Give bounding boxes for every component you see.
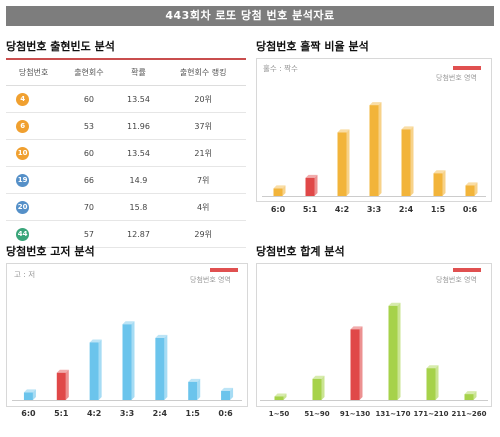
appear-count-cell: 60 xyxy=(61,139,117,167)
highlow-tick-label: 5:1 xyxy=(54,409,69,418)
oddeven-bar xyxy=(433,170,446,196)
sum-tick-label: 91~130 xyxy=(340,410,370,418)
sum-section-title: 당첨번호 합계 분석 xyxy=(256,245,345,258)
sum-legend-swatch xyxy=(453,268,481,272)
probability-cell: 13.54 xyxy=(116,85,161,113)
appear-rank-cell: 37위 xyxy=(160,112,246,140)
highlow-bar xyxy=(23,389,36,400)
oddeven-tick-label: 4:2 xyxy=(335,205,349,214)
sum-tick-label: 211~260 xyxy=(451,410,486,418)
highlow-bar xyxy=(122,321,135,400)
appear-count-cell: 70 xyxy=(61,193,117,221)
highlow-section-title: 당첨번호 고저 분석 xyxy=(6,245,95,258)
sum-bar xyxy=(312,375,325,400)
highlow-bar xyxy=(221,387,234,400)
highlow-tick-label: 2:4 xyxy=(153,409,168,418)
oddeven-tick-label: 3:3 xyxy=(367,205,381,214)
lotto-ball: 20 xyxy=(16,200,30,214)
highlow-tick-label: 1:5 xyxy=(186,409,201,418)
table-row: 6 53 11.96 37위 xyxy=(6,112,246,140)
lotto-ball: 10 xyxy=(16,146,30,160)
lotto-ball: 44 xyxy=(16,227,30,241)
sum-bar-chart: 1~50 51~90 91~130 131~170 171~210 211~260 xyxy=(260,302,488,418)
sum-bar xyxy=(464,391,477,400)
sum-bar xyxy=(274,393,287,400)
table-row: 44 57 12.87 29위 xyxy=(6,220,246,248)
table-header-row: 당첨번호 출현회수 확률 출현회수 랭킹 xyxy=(6,58,246,86)
appear-rank-cell: 21위 xyxy=(160,139,246,167)
ball-cell: 6 xyxy=(6,112,62,140)
oddeven-bar xyxy=(273,185,286,196)
ball-cell: 4 xyxy=(6,85,62,113)
probability-cell: 12.87 xyxy=(116,220,161,248)
table-row: 19 66 14.9 7위 xyxy=(6,166,246,194)
probability-cell: 13.54 xyxy=(116,139,161,167)
highlow-bar xyxy=(89,339,102,400)
sum-bar xyxy=(350,326,363,400)
highlow-tick-label: 4:2 xyxy=(87,409,101,418)
col-header-number: 당첨번호 xyxy=(6,58,62,86)
appear-rank-cell: 20위 xyxy=(160,85,246,113)
oddeven-bar xyxy=(465,182,478,196)
probability-cell: 14.9 xyxy=(116,166,161,194)
lotto-ball: 19 xyxy=(16,173,30,187)
ball-cell: 44 xyxy=(6,220,62,248)
highlow-bar xyxy=(188,378,201,400)
oddeven-section-title: 당첨번호 홀짝 비율 분석 xyxy=(256,40,369,53)
ball-cell: 20 xyxy=(6,193,62,221)
oddeven-legend-label: 당첨번호 영역 xyxy=(436,74,477,82)
highlow-legend-label: 당첨번호 영역 xyxy=(190,276,231,284)
sum-tick-label: 51~90 xyxy=(304,410,329,418)
oddeven-tick-label: 6:0 xyxy=(271,205,286,214)
probability-cell: 15.8 xyxy=(116,193,161,221)
table-row: 10 60 13.54 21위 xyxy=(6,139,246,167)
sum-bar xyxy=(388,302,401,400)
page-banner: 443회차 로또 당첨 번호 분석자료 xyxy=(6,6,494,26)
highlow-tick-label: 0:6 xyxy=(218,409,233,418)
oddeven-note: 홀수 : 짝수 xyxy=(263,64,298,73)
appear-count-cell: 66 xyxy=(61,166,117,194)
oddeven-bar xyxy=(369,102,382,196)
lotto-ball: 6 xyxy=(16,119,30,133)
highlow-bar xyxy=(155,334,168,400)
oddeven-tick-label: 5:1 xyxy=(303,205,318,214)
oddeven-bar xyxy=(337,129,350,196)
frequency-table: 당첨번호 출현회수 확률 출현회수 랭킹 4 60 13.54 20위 6 53 11.96… xyxy=(6,58,246,248)
table-row: 20 70 15.8 4위 xyxy=(6,193,246,221)
ball-cell: 10 xyxy=(6,139,62,167)
appear-count-cell: 57 xyxy=(61,220,117,248)
probability-cell: 11.96 xyxy=(116,112,161,140)
col-header-count: 출현회수 xyxy=(61,58,117,86)
freq-section-title: 당첨번호 출현빈도 분석 xyxy=(6,40,115,53)
sum-chart-panel xyxy=(256,263,492,407)
oddeven-bar xyxy=(401,126,414,196)
col-header-rank: 출현회수 랭킹 xyxy=(160,58,246,86)
oddeven-tick-label: 0:6 xyxy=(463,205,478,214)
sum-tick-label: 1~50 xyxy=(269,410,290,418)
appear-count-cell: 53 xyxy=(61,112,117,140)
appear-count-cell: 60 xyxy=(61,85,117,113)
highlow-note: 고 : 저 xyxy=(14,270,36,279)
sum-legend-label: 당첨번호 영역 xyxy=(436,276,477,284)
sum-tick-label: 171~210 xyxy=(413,410,448,418)
lotto-ball: 4 xyxy=(16,92,30,106)
appear-rank-cell: 29위 xyxy=(160,220,246,248)
oddeven-bar xyxy=(305,174,318,196)
oddeven-bar-chart: 6:0 5:1 4:2 3:3 2:4 1:5 0:6 xyxy=(262,102,486,214)
oddeven-tick-label: 1:5 xyxy=(431,205,446,214)
oddeven-legend-swatch xyxy=(453,66,481,70)
highlow-tick-label: 6:0 xyxy=(21,409,36,418)
ball-cell: 19 xyxy=(6,166,62,194)
sum-bar xyxy=(426,365,439,400)
highlow-legend-swatch xyxy=(210,268,238,272)
oddeven-tick-label: 2:4 xyxy=(399,205,414,214)
highlow-tick-label: 3:3 xyxy=(120,409,134,418)
appear-rank-cell: 7위 xyxy=(160,166,246,194)
sum-tick-label: 131~170 xyxy=(375,410,410,418)
col-header-prob: 확률 xyxy=(116,58,161,86)
appear-rank-cell: 4위 xyxy=(160,193,246,221)
highlow-bar xyxy=(56,369,69,400)
highlow-bar-chart: 6:0 5:1 4:2 3:3 2:4 1:5 0:6 xyxy=(12,321,242,418)
table-row: 4 60 13.54 20위 xyxy=(6,85,246,113)
